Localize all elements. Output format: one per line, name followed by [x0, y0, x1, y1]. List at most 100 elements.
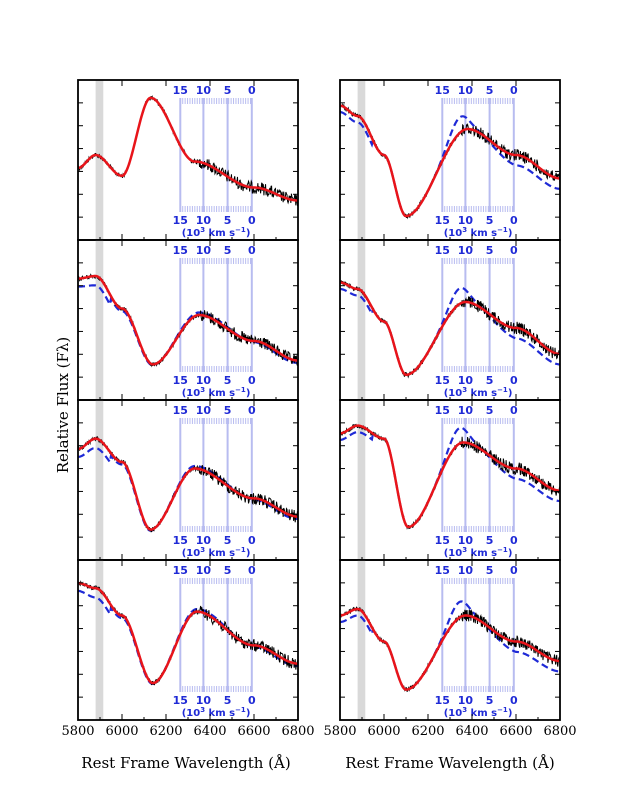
velocity-unit-label: (103 km s−1) — [182, 386, 251, 399]
x-tick-label: 6200 — [149, 724, 182, 739]
velocity-unit-label: (103 km s−1) — [182, 546, 251, 559]
observed-spectrum-line — [339, 280, 561, 379]
velocity-unit-part: km s — [205, 548, 235, 559]
velocity-unit-part: ) — [246, 708, 251, 719]
velocity-label-top: 5 — [224, 84, 232, 97]
velocity-unit-part: 3 — [462, 226, 467, 234]
velocity-unit-part: ) — [508, 388, 513, 399]
velocity-unit-part: −1 — [235, 386, 246, 394]
velocity-label-top: 15 — [173, 404, 188, 417]
velocity-unit-part: 3 — [462, 386, 467, 394]
velocity-label-top: 10 — [458, 404, 474, 417]
velocity-label-bottom: 5 — [486, 374, 494, 387]
velocity-label-top: 0 — [248, 244, 256, 257]
velocity-unit-label: (103 km s−1) — [444, 706, 513, 719]
velocity-unit-label: (103 km s−1) — [182, 706, 251, 719]
velocity-unit-part: ) — [508, 228, 513, 239]
velocity-label-top: 10 — [196, 564, 212, 577]
velocity-label-top: 0 — [248, 404, 256, 417]
x-tick-label: 6000 — [367, 724, 400, 739]
velocity-label-bottom: 10 — [458, 374, 474, 387]
velocity-unit-part: −1 — [497, 226, 508, 234]
observed-spectrum-line — [77, 435, 299, 533]
model-spectrum-line — [339, 424, 561, 529]
velocity-label-bottom: 15 — [435, 214, 450, 227]
velocity-label-top: 0 — [248, 84, 256, 97]
x-tick-label: 6200 — [411, 724, 444, 739]
labels-layer: Relative Flux (Fλ) Rest Frame Wavelength… — [54, 337, 555, 772]
alternative-model-line — [339, 286, 561, 376]
velocity-unit-part: ) — [246, 228, 251, 239]
velocity-unit-part: km s — [467, 548, 497, 559]
velocity-label-bottom: 15 — [173, 214, 188, 227]
velocity-label-top: 0 — [510, 404, 518, 417]
velocity-label-bottom: 10 — [458, 214, 474, 227]
velocity-unit-part: (10 — [182, 548, 201, 559]
velocity-unit-part: (10 — [182, 708, 201, 719]
x-tick-label: 6400 — [193, 724, 226, 739]
velocity-label-top: 10 — [196, 84, 212, 97]
velocity-label-bottom: 5 — [486, 214, 494, 227]
velocity-label-top: 10 — [196, 404, 212, 417]
velocity-unit-part: km s — [205, 228, 235, 239]
velocity-label-bottom: 10 — [458, 534, 474, 547]
velocity-label-bottom: 5 — [224, 374, 232, 387]
velocity-label-bottom: 15 — [435, 534, 450, 547]
velocity-unit-part: ) — [508, 548, 513, 559]
velocity-unit-part: km s — [467, 388, 497, 399]
velocity-unit-part: km s — [467, 228, 497, 239]
shaded-band — [95, 400, 104, 560]
velocity-label-bottom: 15 — [173, 374, 188, 387]
velocity-label-top: 15 — [173, 244, 188, 257]
x-tick-label: 6800 — [543, 724, 576, 739]
velocity-unit-part: −1 — [235, 706, 246, 714]
velocity-unit-part: ) — [508, 708, 513, 719]
velocity-label-bottom: 5 — [486, 694, 494, 707]
model-spectrum-line — [77, 96, 299, 202]
velocity-unit-part: −1 — [235, 546, 246, 554]
model-spectrum-line — [339, 281, 561, 377]
model-spectrum-line — [339, 104, 561, 218]
velocity-unit-label: (103 km s−1) — [444, 546, 513, 559]
velocity-label-bottom: 5 — [224, 214, 232, 227]
velocity-label-top: 15 — [173, 84, 188, 97]
shaded-band — [95, 80, 104, 240]
velocity-label-top: 5 — [224, 244, 232, 257]
shaded-band — [357, 80, 366, 240]
velocity-label-bottom: 15 — [435, 694, 450, 707]
x-tick-label: 5800 — [61, 724, 94, 739]
velocity-unit-label: (103 km s−1) — [182, 226, 251, 239]
velocity-unit-part: (10 — [182, 388, 201, 399]
velocity-label-bottom: 0 — [510, 214, 518, 227]
velocity-unit-part: 3 — [462, 706, 467, 714]
observed-spectrum-line — [339, 423, 561, 530]
x-tick-label: 6600 — [499, 724, 532, 739]
shaded-band — [95, 560, 104, 720]
velocity-unit-part: km s — [205, 708, 235, 719]
model-spectrum-line — [77, 581, 299, 685]
alternative-model-line — [339, 426, 561, 529]
velocity-unit-part: (10 — [444, 708, 463, 719]
velocity-unit-part: 3 — [200, 226, 205, 234]
velocity-label-bottom: 0 — [510, 374, 518, 387]
x-tick-label: 5800 — [323, 724, 356, 739]
velocity-label-top: 5 — [224, 404, 232, 417]
velocity-unit-part: (10 — [444, 228, 463, 239]
velocity-unit-part: 3 — [200, 386, 205, 394]
alternative-model-line — [339, 600, 561, 691]
velocity-label-top: 5 — [224, 564, 232, 577]
velocity-label-top: 0 — [510, 564, 518, 577]
velocity-unit-label: (103 km s−1) — [444, 226, 513, 239]
velocity-label-top: 0 — [248, 564, 256, 577]
x-tick-label: 6400 — [455, 724, 488, 739]
velocity-label-bottom: 15 — [173, 534, 188, 547]
